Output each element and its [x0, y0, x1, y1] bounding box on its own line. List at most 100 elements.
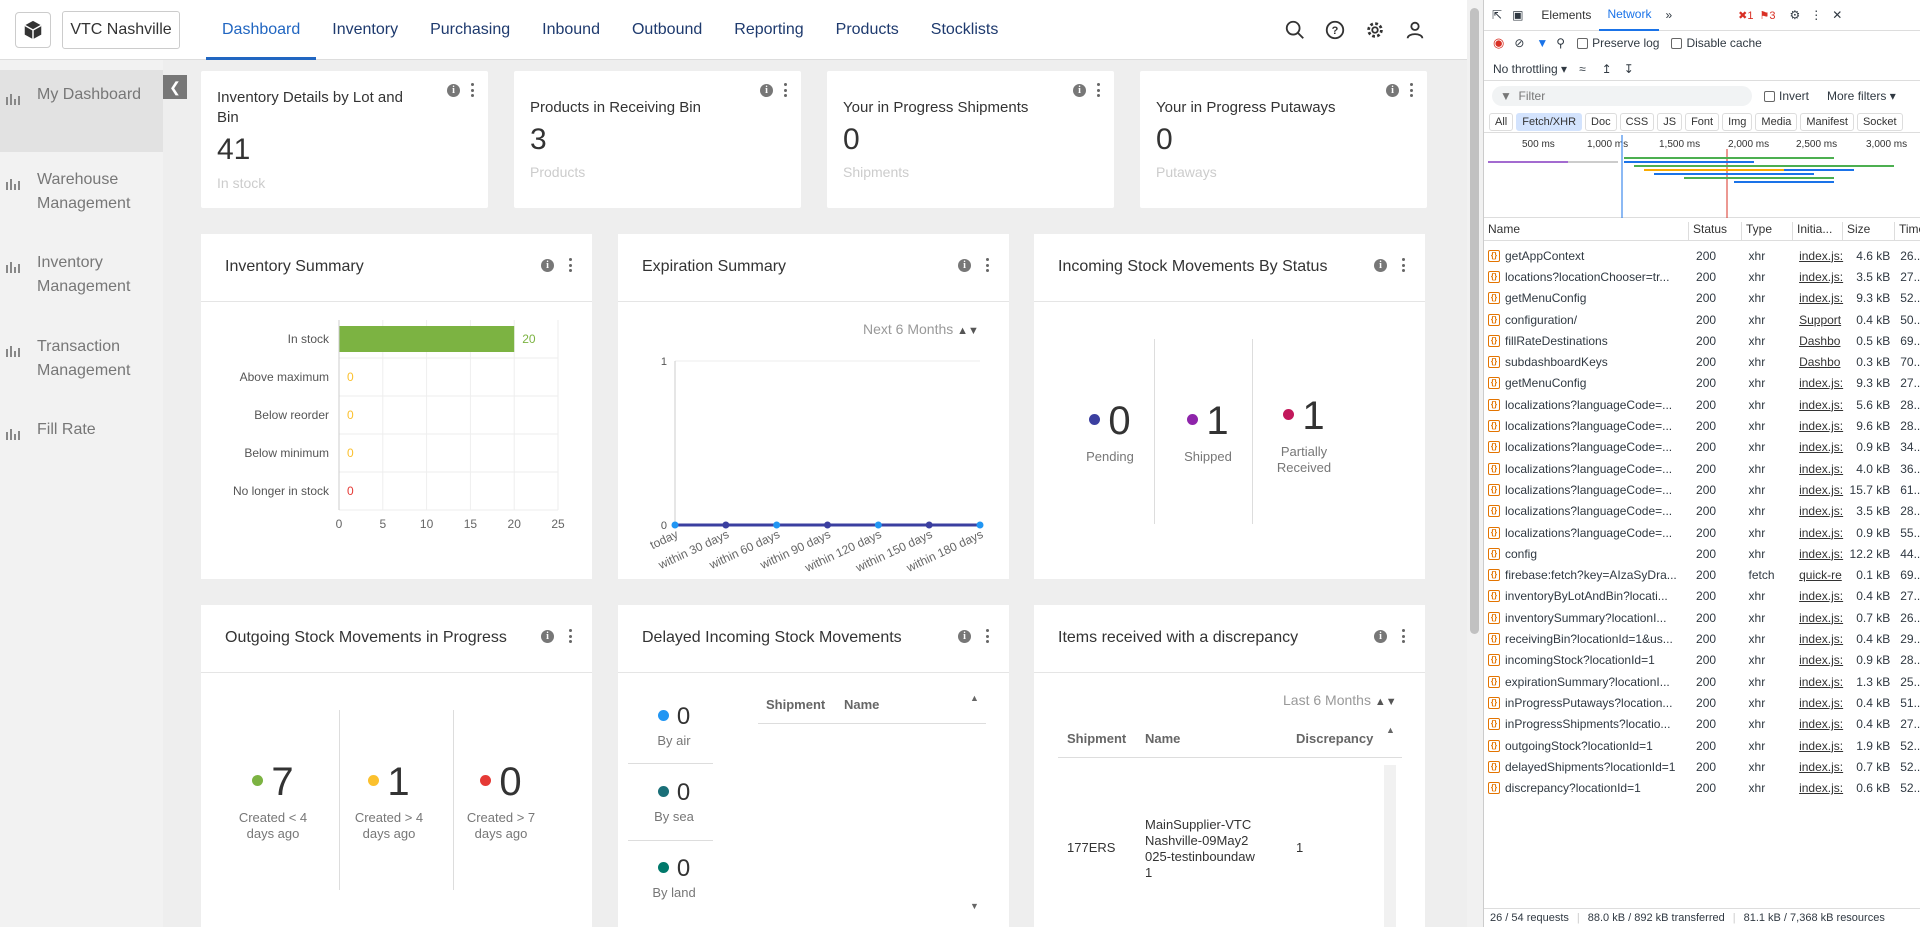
request-initiator[interactable]: index.js: [1799, 589, 1844, 604]
kebab-menu-icon[interactable] [985, 258, 989, 272]
nav-dashboard[interactable]: Dashboard [206, 0, 317, 60]
search-icon[interactable] [1283, 18, 1307, 42]
kebab-menu-icon[interactable] [470, 83, 474, 97]
network-request-row[interactable]: {} localizations?languageCode=... 200 xhr in… [1484, 522, 1920, 543]
type-doc[interactable]: Doc [1585, 112, 1617, 131]
network-request-row[interactable]: {} getMenuConfig 200 xhr index.js: 9.3 kB 27..… [1484, 372, 1920, 395]
request-initiator[interactable]: index.js: [1799, 653, 1844, 668]
col-name[interactable]: Name [1484, 222, 1689, 240]
stat-shipped[interactable]: 1 Shipped [1160, 399, 1256, 465]
network-timeline[interactable]: 500 ms 1,000 ms 1,500 ms 2,000 ms 2,500 … [1484, 135, 1920, 218]
info-icon[interactable]: i [1374, 629, 1387, 643]
network-request-row[interactable]: {} getMenuConfig 200 xhr index.js: 9.3 kB 52..… [1484, 287, 1920, 309]
type-media[interactable]: Media [1755, 112, 1798, 131]
user-icon[interactable] [1403, 18, 1427, 42]
network-request-row[interactable]: {} localizations?languageCode=... 200 xhr in… [1484, 415, 1920, 437]
filter-input[interactable]: ▼ Filter [1492, 86, 1752, 106]
request-initiator[interactable]: Dashbo [1799, 333, 1841, 348]
network-request-row[interactable]: {} inventoryByLotAndBin?locati... 200 xhr in… [1484, 585, 1920, 608]
col-shipment[interactable]: Shipment [1067, 731, 1127, 746]
network-request-row[interactable]: {} localizations?languageCode=... 200 xhr in… [1484, 458, 1920, 480]
request-initiator[interactable]: index.js: [1799, 248, 1844, 263]
type-manifest[interactable]: Manifest [1800, 112, 1854, 131]
info-icon[interactable]: i [447, 83, 460, 97]
request-initiator[interactable]: index.js: [1799, 717, 1844, 732]
request-initiator[interactable]: index.js: [1799, 610, 1844, 625]
card-in-progress-putaways[interactable]: Your in Progress Putaways 0 Putaways i [1140, 71, 1427, 208]
request-initiator[interactable]: index.js: [1799, 504, 1844, 519]
table-scrollbar[interactable] [1384, 765, 1396, 927]
request-initiator[interactable]: Dashbo [1799, 355, 1841, 370]
network-request-row[interactable]: {} config 200 xhr index.js: 12.2 kB 44... [1484, 543, 1920, 565]
wifi-icon[interactable]: ≈ [1579, 61, 1586, 76]
request-initiator[interactable]: index.js: [1799, 397, 1844, 412]
card-receiving-bin[interactable]: Products in Receiving Bin 3 Products i [514, 71, 801, 208]
col-status[interactable]: Status [1689, 222, 1742, 240]
nav-inbound[interactable]: Inbound [542, 21, 600, 38]
network-request-row[interactable]: {} configuration/200 xhr Support 0.4 kB 50... [1484, 309, 1920, 330]
close-icon[interactable]: ✕ [1832, 8, 1843, 22]
app-logo[interactable] [15, 12, 51, 48]
request-initiator[interactable]: index.js: [1799, 759, 1844, 774]
type-css[interactable]: CSS [1619, 112, 1655, 131]
help-icon[interactable]: ? [1323, 18, 1347, 42]
kebab-menu-icon[interactable] [1401, 258, 1405, 272]
stat-created-lt-4-days[interactable]: 7 Created < 4 days ago [231, 760, 315, 842]
issue-count[interactable]: ⚑3 [1759, 9, 1776, 22]
col-size[interactable]: Size [1843, 222, 1895, 240]
card-in-progress-shipments[interactable]: Your in Progress Shipments 0 Shipments i [827, 71, 1114, 208]
info-icon[interactable]: i [1386, 83, 1399, 97]
location-chooser[interactable]: VTC Nashville [62, 11, 180, 49]
inspect-icon[interactable]: ⇱ [1492, 8, 1503, 22]
sidebar-item-warehouse-management[interactable]: Warehouse Management [0, 168, 163, 216]
info-icon[interactable]: i [1374, 258, 1387, 272]
info-icon[interactable]: i [541, 629, 554, 643]
request-initiator[interactable]: index.js: [1799, 376, 1844, 391]
network-request-row[interactable]: {} localizations?languageCode=... 200 xhr in… [1484, 500, 1920, 522]
upload-icon[interactable]: ↥ [1601, 61, 1612, 76]
nav-purchasing[interactable]: Purchasing [430, 21, 511, 38]
stat-partially-received[interactable]: 1 Partially Received [1256, 394, 1352, 476]
kebab-menu-icon[interactable] [985, 629, 989, 643]
network-request-row[interactable]: {} localizations?languageCode=... 200 xhr in… [1484, 437, 1920, 458]
gear-icon[interactable] [1363, 18, 1387, 42]
search-icon[interactable]: ⚲ [1556, 36, 1566, 50]
sidebar-collapse-button[interactable]: ❮ [163, 75, 187, 99]
request-initiator[interactable]: index.js: [1799, 546, 1844, 561]
request-initiator[interactable]: index.js: [1799, 738, 1844, 753]
info-icon[interactable]: i [958, 629, 971, 643]
period-select[interactable]: Last 6 Months ▲▼ [1283, 692, 1397, 708]
gear-icon[interactable]: ⚙ [1789, 8, 1801, 22]
period-select[interactable]: Next 6 Months ▲▼ [863, 321, 979, 337]
kebab-menu-icon[interactable] [783, 83, 787, 97]
network-request-row[interactable]: {} receivingBin?locationId=1&us... 200 xhr i… [1484, 628, 1920, 650]
type-font[interactable]: Font [1685, 112, 1720, 131]
nav-products[interactable]: Products [835, 21, 899, 38]
network-request-row[interactable]: {} outgoingStock?locationId=1 200 xhr index.… [1484, 735, 1920, 756]
invert-checkbox[interactable]: Invert [1764, 89, 1809, 103]
network-request-row[interactable]: {} localizations?languageCode=... 200 xhr in… [1484, 479, 1920, 500]
network-request-row[interactable]: {} localizations?languageCode=... 200 xhr in… [1484, 394, 1920, 415]
request-initiator[interactable]: index.js: [1799, 269, 1844, 284]
request-initiator[interactable]: index.js: [1799, 781, 1844, 796]
sidebar-item-inventory-management[interactable]: Inventory Management [0, 251, 163, 299]
stat-by-land[interactable]: 0 By land [638, 855, 710, 901]
request-initiator[interactable]: index.js: [1799, 440, 1844, 455]
request-initiator[interactable]: index.js: [1799, 525, 1844, 540]
card-inventory-details[interactable]: Inventory Details by Lot and Bin 41 In s… [201, 71, 488, 208]
network-request-row[interactable]: {} locations?locationChooser=tr... 200 xhr i… [1484, 266, 1920, 287]
sidebar-item-fill-rate[interactable]: Fill Rate [0, 418, 163, 448]
network-request-row[interactable]: {} discrepancy?locationId=1 200 xhr index.js… [1484, 778, 1920, 799]
type-fetch-xhr[interactable]: Fetch/XHR [1516, 112, 1583, 131]
col-discrepancy[interactable]: Discrepancy [1296, 731, 1374, 746]
network-request-row[interactable]: {} inProgressPutaways?location... 200 xhr in… [1484, 692, 1920, 713]
preserve-log-checkbox[interactable]: Preserve log [1577, 36, 1659, 50]
request-initiator[interactable]: index.js: [1799, 482, 1844, 497]
scroll-up-arrow[interactable]: ▲ [1386, 725, 1395, 735]
col-shipment[interactable]: Shipment [766, 697, 826, 712]
col-time[interactable]: Time [1899, 222, 1920, 236]
network-request-row[interactable]: {} fillRateDestinations 200 xhr Dashbo 0.5 kB… [1484, 330, 1920, 352]
request-initiator[interactable]: index.js: [1799, 461, 1844, 476]
stat-by-sea[interactable]: 0 By sea [638, 779, 710, 825]
request-initiator[interactable]: Support [1799, 312, 1842, 327]
